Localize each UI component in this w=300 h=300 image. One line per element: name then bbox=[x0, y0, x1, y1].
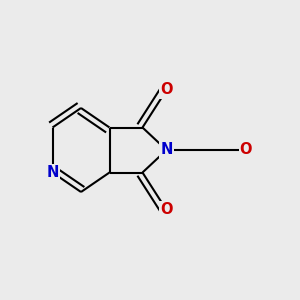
Text: N: N bbox=[160, 142, 173, 158]
Text: N: N bbox=[46, 165, 59, 180]
Text: O: O bbox=[160, 202, 173, 217]
Text: O: O bbox=[160, 82, 173, 98]
Text: O: O bbox=[240, 142, 252, 158]
